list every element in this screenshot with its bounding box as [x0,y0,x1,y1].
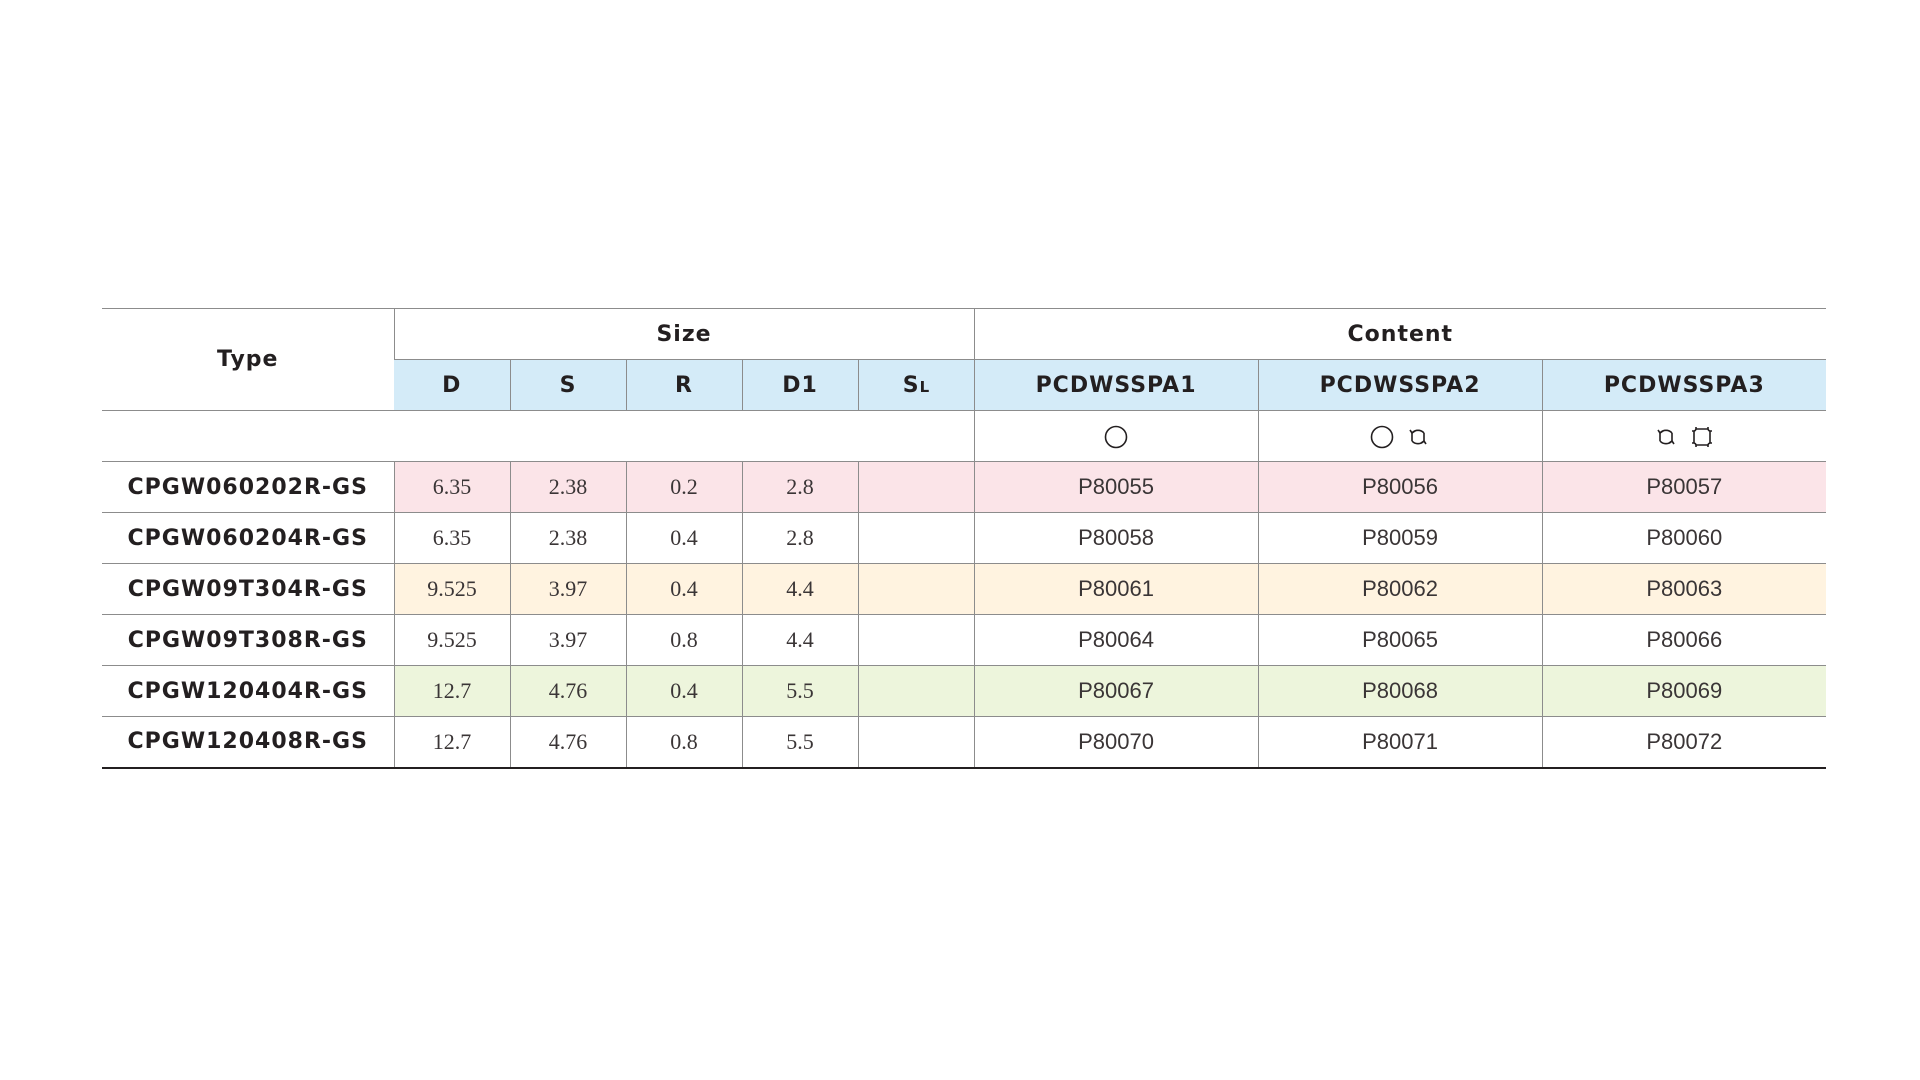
size-value-cell: 5.5 [741,716,858,768]
size-col-label: S [902,372,920,398]
size-value-cell: 0.4 [625,563,742,615]
header-row-top: Type Size Content [102,308,1827,411]
size-value-cell [857,665,975,717]
header-row-sub: D S R D1 SL PCDWSSPA1 PCDWSSPA2 PCDWSSPA3 [102,359,1827,411]
size-col-header: SL [857,359,975,411]
size-col-label: D1 [782,372,818,398]
rotate-arrows-icon [1409,429,1427,445]
size-value-cell: 5.5 [741,665,858,717]
spec-table: Type Size Content D S R D1 SL PCDWSSPA1 PCDWSS… [102,308,1827,769]
content-code-cell: P80065 [1257,614,1543,666]
size-value-cell: 9.525 [393,563,510,615]
size-value-cell: 12.7 [393,716,510,768]
table-row: CPGW120408R-GS 12.7 4.76 0.8 5.5 P80070 P80071… [102,716,1827,768]
content-col-header: PCDWSSPA2 [1257,359,1543,411]
size-value-cell: 6.35 [393,512,510,564]
symbol-row [102,410,1827,462]
size-col-sublabel: L [919,377,930,396]
content-code-cell: P80067 [973,665,1259,717]
content-code-cell: P80068 [1257,665,1543,717]
table-row: CPGW09T308R-GS 9.525 3.97 0.8 4.4 P80064 P8006… [102,614,1827,666]
content-col-header: PCDWSSPA3 [1541,359,1827,411]
type-cell: CPGW09T308R-GS [102,614,394,666]
content-code-cell: P80071 [1257,716,1543,768]
size-value-cell: 9.525 [393,614,510,666]
table-row: CPGW060202R-GS 6.35 2.38 0.2 2.8 P80055 P80056… [102,461,1827,513]
type-cell: CPGW060204R-GS [102,512,394,564]
content-code-cell: P80072 [1541,716,1827,768]
size-value-cell: 4.76 [509,716,626,768]
size-value-cell: 6.35 [393,461,510,513]
size-col-label: R [675,372,693,398]
size-value-cell: 0.8 [625,614,742,666]
symbol-cell [1541,410,1827,462]
content-code-cell: P80061 [973,563,1259,615]
size-value-cell: 12.7 [393,665,510,717]
content-header: Content [973,308,1827,360]
content-code-cell: P80063 [1541,563,1827,615]
type-cell: CPGW060202R-GS [102,461,394,513]
size-value-cell: 4.4 [741,563,858,615]
size-value-cell: 2.38 [509,461,626,513]
size-value-cell: 3.97 [509,563,626,615]
symbol-cell [1257,410,1543,462]
table-row: CPGW120404R-GS 12.7 4.76 0.4 5.5 P80067 P80068… [102,665,1827,717]
size-header: Size [393,308,975,360]
size-value-cell: 0.8 [625,716,742,768]
content-code-cell: P80062 [1257,563,1543,615]
size-value-cell: 2.8 [741,512,858,564]
size-col-label: S [559,372,577,398]
size-value-cell: 2.8 [741,461,858,513]
size-col-label: D [442,372,462,398]
type-header: Type [102,308,394,411]
circle-icon [1370,425,1394,449]
size-value-cell [857,716,975,768]
content-code-cell: P80059 [1257,512,1543,564]
table-row: CPGW060204R-GS 6.35 2.38 0.4 2.8 P80058 P80059… [102,512,1827,564]
content-code-cell: P80070 [973,716,1259,768]
size-col-header: D [394,359,510,411]
table-row: CPGW09T304R-GS 9.525 3.97 0.4 4.4 P80061 P8006… [102,563,1827,615]
rotate-arrows-icon [1657,429,1675,445]
type-cell: CPGW120408R-GS [102,716,394,768]
size-col-header: D1 [741,359,858,411]
content-code-cell: P80055 [973,461,1259,513]
content-col-header: PCDWSSPA1 [973,359,1259,411]
symbol-cell [973,410,1259,462]
type-cell: CPGW09T304R-GS [102,563,394,615]
content-code-cell: P80058 [973,512,1259,564]
size-value-cell: 4.4 [741,614,858,666]
size-value-cell: 0.4 [625,512,742,564]
symbol-row-blank [102,410,975,462]
content-code-cell: P80056 [1257,461,1543,513]
size-col-header: S [509,359,626,411]
size-col-header: R [625,359,742,411]
content-code-cell: P80057 [1541,461,1827,513]
circle-icon [1104,425,1128,449]
content-code-cell: P80066 [1541,614,1827,666]
type-cell: CPGW120404R-GS [102,665,394,717]
size-value-cell: 2.38 [509,512,626,564]
content-code-cell: P80069 [1541,665,1827,717]
content-code-cell: P80064 [973,614,1259,666]
size-value-cell: 3.97 [509,614,626,666]
size-value-cell [857,614,975,666]
size-value-cell [857,563,975,615]
size-value-cell [857,512,975,564]
size-value-cell: 4.76 [509,665,626,717]
square-corners-icon [1692,427,1713,448]
size-value-cell: 0.4 [625,665,742,717]
table-body: CPGW060202R-GS 6.35 2.38 0.2 2.8 P80055 P80056… [102,410,1827,768]
content-code-cell: P80060 [1541,512,1827,564]
size-value-cell [857,461,975,513]
size-value-cell: 0.2 [625,461,742,513]
